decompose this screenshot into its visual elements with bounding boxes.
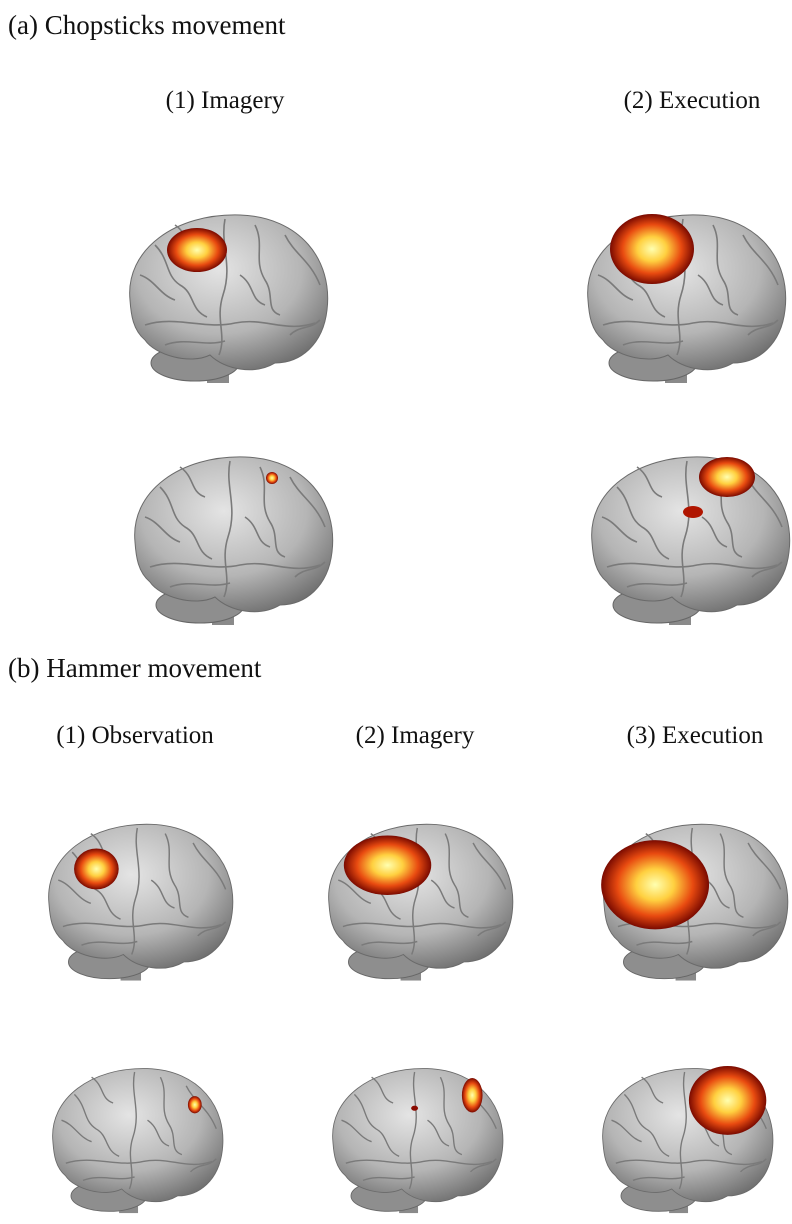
panel-title: (a) Chopsticks movement [8, 10, 286, 40]
page: (a) Chopsticks movement (1) Imagery (2) … [0, 0, 792, 1219]
brain-image [329, 824, 513, 980]
column-label: (2) Execution [624, 87, 761, 114]
panel-title: (b) Hammer movement [8, 653, 262, 683]
column-label: (2) Imagery [356, 722, 475, 749]
brain-image [49, 824, 233, 980]
column-label: (1) Imagery [166, 87, 285, 114]
column-label: (1) Observation [56, 722, 214, 749]
brain-image [53, 1069, 223, 1214]
brain-image [592, 457, 790, 625]
brain-image [603, 1066, 773, 1213]
brain-image [333, 1069, 503, 1214]
figure: (a) Chopsticks movement (1) Imagery (2) … [0, 0, 792, 1219]
brain-image [601, 824, 788, 980]
column-label: (3) Execution [627, 722, 764, 749]
brain-image [130, 215, 328, 383]
brain-image [588, 214, 786, 383]
brain-image [135, 457, 333, 625]
